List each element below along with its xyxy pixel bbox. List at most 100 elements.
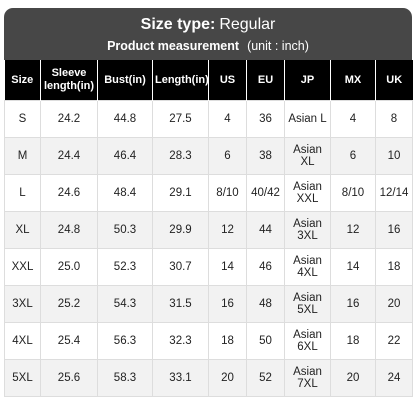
cell: 3XL: [4, 285, 41, 323]
cell: Asian XXL: [284, 174, 331, 212]
cell: 22: [375, 322, 413, 360]
cell: 20: [208, 359, 247, 397]
cell: S: [4, 100, 41, 138]
measurement-line: Product measurement (unit : inch): [4, 39, 412, 53]
cell: 14: [208, 248, 247, 286]
column-header: Length(in): [152, 60, 209, 101]
cell: 48: [246, 285, 285, 323]
column-header: UK: [375, 60, 413, 101]
table-body: S 24.2 44.8 27.5 4 36 Asian L 4 8 M 24.4 46.4 28.3 6 3…: [4, 100, 413, 397]
cell: M: [4, 137, 41, 175]
cell: XXL: [4, 248, 41, 286]
cell: 54.3: [97, 285, 153, 323]
cell: 25.4: [40, 322, 98, 360]
row: 3XL 25.2 54.3 31.5 16 48 Asian 5XL 16 20: [4, 285, 413, 323]
cell: 6: [330, 137, 376, 175]
cell: 29.9: [152, 211, 209, 249]
cell: 24.4: [40, 137, 98, 175]
cell: 4XL: [4, 322, 41, 360]
cell: 24.8: [40, 211, 98, 249]
cell: 31.5: [152, 285, 209, 323]
cell: Asian 6XL: [284, 322, 331, 360]
cell: 40/42: [246, 174, 285, 212]
cell: 32.3: [152, 322, 209, 360]
cell: Asian 7XL: [284, 359, 331, 397]
size-type-line: Size type: Regular: [4, 8, 412, 36]
cell: 25.6: [40, 359, 98, 397]
cell: 30.7: [152, 248, 209, 286]
cell: 5XL: [4, 359, 41, 397]
size-chart: Size type: Regular Product measurement (un…: [4, 8, 413, 397]
value: Regular: [219, 16, 276, 33]
cell: 50.3: [97, 211, 153, 249]
cell: L: [4, 174, 41, 212]
cell: 24: [375, 359, 413, 397]
cell: 18: [375, 248, 413, 286]
cell: Asian L: [284, 100, 331, 138]
column-header: EU: [246, 60, 285, 101]
column-header: Bust(in): [97, 60, 153, 101]
cell: 10: [375, 137, 413, 175]
cell: 16: [375, 211, 413, 249]
cell: 28.3: [152, 137, 209, 175]
cell: 20: [375, 285, 413, 323]
cell: 8/10: [330, 174, 376, 212]
cell: 44: [246, 211, 285, 249]
cell: 4: [330, 100, 376, 138]
cell: 16: [330, 285, 376, 323]
cell: 33.1: [152, 359, 209, 397]
row: L 24.6 48.4 29.1 8/10 40/42 Asian XXL 8/10 12/14: [4, 174, 413, 212]
cell: 36: [246, 100, 285, 138]
cell: 56.3: [97, 322, 153, 360]
column-header: US: [208, 60, 247, 101]
cell: XL: [4, 211, 41, 249]
cell: 6: [208, 137, 247, 175]
cell: 27.5: [152, 100, 209, 138]
cell: 44.8: [97, 100, 153, 138]
column-header: JP: [284, 60, 331, 101]
column-header: MX: [330, 60, 376, 101]
cell: 52.3: [97, 248, 153, 286]
cell: 24.2: [40, 100, 98, 138]
cell: 24.6: [40, 174, 98, 212]
cell: 4: [208, 100, 247, 138]
cell: 12: [208, 211, 247, 249]
cell: 25.2: [40, 285, 98, 323]
cell: 58.3: [97, 359, 153, 397]
cell: 48.4: [97, 174, 153, 212]
column-header: Sleeve length(in): [40, 60, 98, 101]
cell: 18: [330, 322, 376, 360]
column-header: Size: [4, 60, 41, 101]
cell: Asian 5XL: [284, 285, 331, 323]
cell: 50: [246, 322, 285, 360]
cell: 18: [208, 322, 247, 360]
cell: 38: [246, 137, 285, 175]
cell: 20: [330, 359, 376, 397]
cell: 8: [375, 100, 413, 138]
cell: 12/14: [375, 174, 413, 212]
row: XXL 25.0 52.3 30.7 14 46 Asian 4XL 14 18: [4, 248, 413, 286]
header-row: Size Sleeve length(in) Bust(in) Length(in) U…: [4, 60, 413, 101]
cell: 12: [330, 211, 376, 249]
cell: 46.4: [97, 137, 153, 175]
header: Size type: Regular Product measurement (un…: [4, 8, 412, 60]
label: Product measurement: [107, 39, 240, 53]
cell: Asian 3XL: [284, 211, 331, 249]
cell: 25.0: [40, 248, 98, 286]
cell: Asian 4XL: [284, 248, 331, 286]
cell: 8/10: [208, 174, 247, 212]
row: XL 24.8 50.3 29.9 12 44 Asian 3XL 12 16: [4, 211, 413, 249]
cell: 46: [246, 248, 285, 286]
cell: 14: [330, 248, 376, 286]
cell: 29.1: [152, 174, 209, 212]
label: Size type:: [140, 16, 216, 33]
cell: 16: [208, 285, 247, 323]
row: 4XL 25.4 56.3 32.3 18 50 Asian 6XL 18 22: [4, 322, 413, 360]
row: 5XL 25.6 58.3 33.1 20 52 Asian 7XL 20 24: [4, 359, 413, 397]
row: M 24.4 46.4 28.3 6 38 Asian XL 6 10: [4, 137, 413, 175]
size-table: Size Sleeve length(in) Bust(in) Length(in) U…: [4, 60, 413, 397]
cell: Asian XL: [284, 137, 331, 175]
unit: (unit : inch): [247, 39, 309, 53]
